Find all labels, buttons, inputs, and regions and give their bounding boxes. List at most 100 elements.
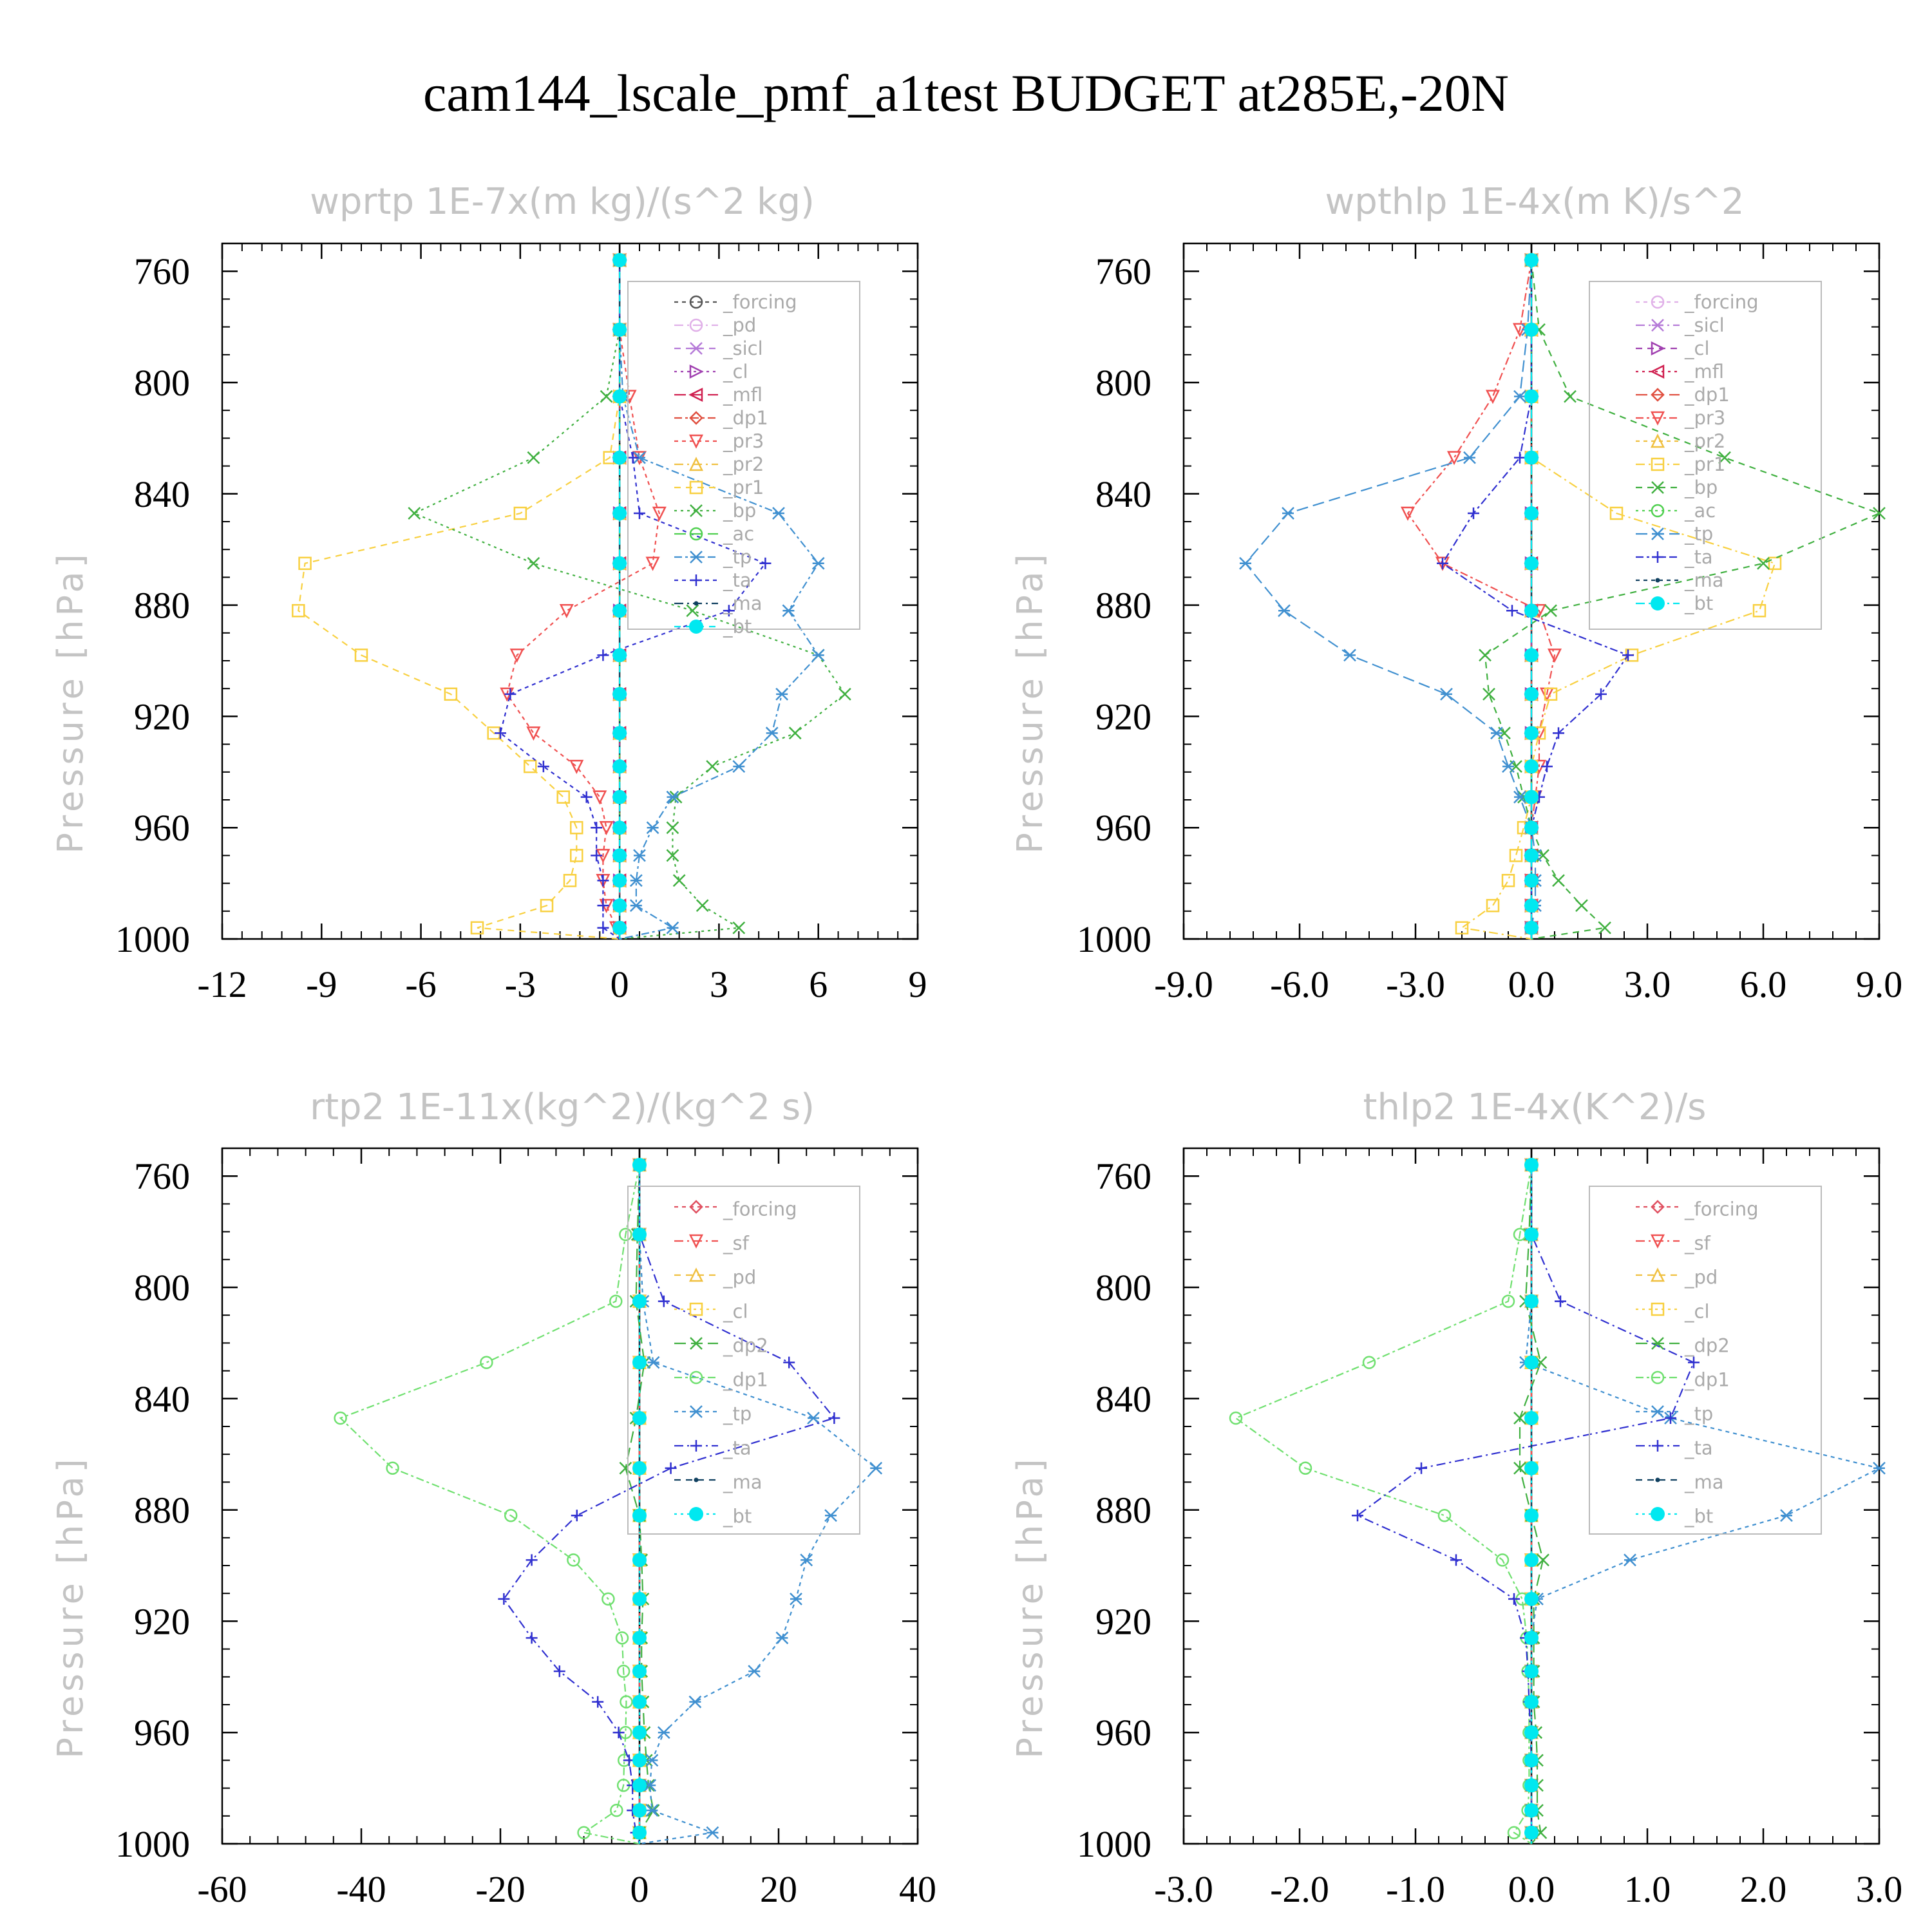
y-tick-label: 920 — [1095, 1600, 1151, 1642]
legend-label: _bt — [723, 1505, 752, 1527]
legend-label: _pr2 — [723, 453, 764, 475]
y-tick-label: 960 — [1095, 1712, 1151, 1754]
data-point — [1437, 1508, 1452, 1522]
legend-entry: _pr3 — [674, 430, 764, 452]
y-tick-label: 960 — [1095, 807, 1151, 849]
data-point — [1873, 1461, 1886, 1475]
legend-marker — [688, 434, 704, 449]
plot-area: -9.0 -6.0 -3.0 0.0 3.0 6.0 9.0 760 800 840 880 920 9… — [1077, 242, 1902, 1005]
legend-label: _ac — [1684, 500, 1716, 522]
data-point — [632, 1694, 647, 1709]
legend-entry: _mfl — [1636, 361, 1724, 383]
data-point — [1564, 390, 1577, 403]
legend-entry: _cl — [674, 361, 748, 383]
legend-marker — [1655, 578, 1660, 583]
series-line — [298, 260, 621, 940]
data-point — [1362, 1356, 1376, 1369]
legend-label: _tp — [1684, 1403, 1713, 1425]
data-point — [569, 759, 584, 774]
x-tick-label: 40 — [899, 1868, 936, 1910]
legend-label: _dp2 — [1684, 1334, 1730, 1356]
data-point — [824, 1509, 837, 1522]
data-point — [567, 1553, 580, 1567]
data-point — [782, 604, 795, 618]
data-point — [612, 1727, 625, 1739]
data-point — [632, 1825, 647, 1840]
legend-marker — [1651, 295, 1665, 309]
data-point — [627, 451, 639, 464]
legend-entry: _pr3 — [1636, 407, 1725, 429]
legend-entry: _forcing — [674, 291, 797, 313]
legend-entry: _tp — [674, 1403, 752, 1425]
data-point — [1343, 649, 1356, 662]
y-tick-label: 880 — [1095, 585, 1151, 627]
data-point — [1524, 726, 1539, 741]
data-point — [633, 849, 646, 862]
x-tick-label: 0 — [611, 963, 629, 1005]
legend-label: _ta — [723, 1437, 752, 1459]
legend-label: _pd — [723, 1266, 756, 1288]
data-point — [732, 760, 746, 773]
x-tick-label: -3.0 — [1154, 1868, 1213, 1910]
data-point — [1416, 1462, 1427, 1474]
data-point — [527, 556, 540, 570]
data-point — [612, 556, 627, 571]
legend-marker — [689, 480, 703, 495]
plot-frame — [221, 242, 919, 940]
x-tick-label: -6.0 — [1270, 963, 1329, 1005]
data-point — [612, 898, 627, 913]
legend-marker — [1650, 1234, 1665, 1249]
legend-entry: _forcing — [1636, 291, 1759, 313]
data-point — [1524, 556, 1539, 571]
series-line — [1460, 260, 1776, 940]
data-point — [647, 1356, 660, 1369]
data-point — [1718, 451, 1731, 464]
x-tick-label: -6 — [405, 963, 436, 1005]
y-tick-label: 960 — [134, 807, 190, 849]
x-tick-label: 6 — [809, 963, 828, 1005]
legend-marker — [1650, 411, 1665, 426]
legend-entry: _bp — [674, 500, 756, 522]
plot-area: -60 -40 -20 0 20 40 760 800 840 880 920 960 1000 _for… — [115, 1147, 936, 1910]
legend-marker — [1651, 1302, 1665, 1316]
legend-label: _pr2 — [1684, 430, 1725, 452]
legend-marker — [689, 527, 703, 541]
legend-entry: _cl — [1636, 337, 1710, 359]
y-tick-label: 1000 — [115, 918, 190, 960]
data-point — [1524, 252, 1539, 267]
legend-entry: _dp1 — [674, 407, 768, 429]
legend-label: _forcing — [1684, 1198, 1759, 1220]
y-axis-label: Pressure [hPa] — [50, 1455, 91, 1758]
data-point — [619, 1227, 632, 1242]
legend-entry: _dp1 — [674, 1368, 768, 1390]
legend-label: _dp2 — [723, 1334, 768, 1356]
data-point — [1768, 556, 1782, 571]
legend-label: _forcing — [1684, 291, 1759, 313]
legend-entry: _pr2 — [674, 453, 764, 475]
legend-label: _sf — [1684, 1232, 1711, 1254]
data-point — [615, 1631, 629, 1645]
legend-label: _ma — [723, 1471, 762, 1493]
data-point — [1757, 556, 1770, 570]
series-line — [1244, 260, 1537, 939]
data-point — [1524, 1664, 1539, 1679]
data-point — [1622, 649, 1634, 661]
data-point — [1463, 451, 1476, 464]
x-tick-label: -40 — [336, 1868, 386, 1910]
data-point — [1873, 507, 1886, 520]
data-point — [632, 1355, 647, 1370]
data-point — [612, 848, 627, 863]
legend-label: _dp1 — [723, 407, 768, 429]
series-tp — [1239, 254, 1542, 939]
legend-marker — [689, 1302, 703, 1316]
data-point — [599, 820, 614, 835]
data-point — [1524, 1725, 1539, 1740]
legend-marker — [690, 1337, 703, 1350]
series-bp — [408, 254, 851, 940]
series-dp1 — [1229, 1158, 1539, 1844]
legend-entry: _bp — [1636, 477, 1718, 498]
legend-box — [1589, 281, 1822, 630]
legend-label: _pr3 — [1684, 407, 1725, 429]
data-point — [811, 556, 825, 570]
y-tick-label: 880 — [1095, 1490, 1151, 1531]
